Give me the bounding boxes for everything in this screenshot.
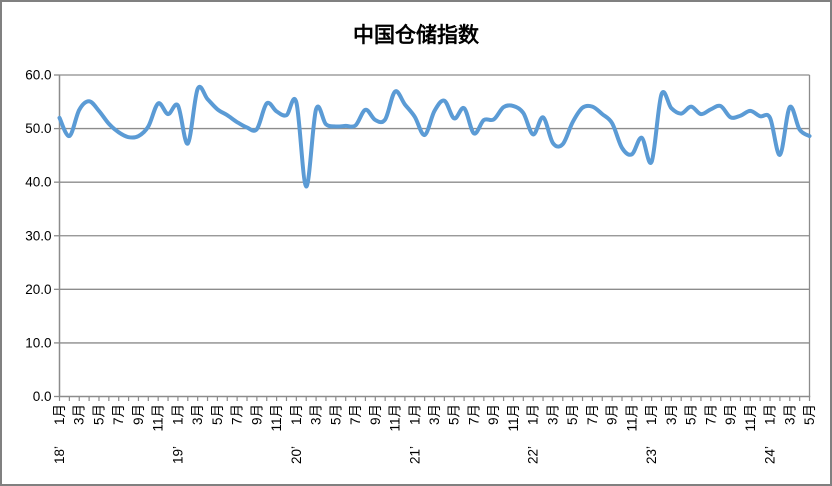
x-month-label: 11月 (388, 404, 403, 432)
x-month-label: 1月 (763, 404, 778, 425)
x-month-label: 9月 (486, 404, 501, 425)
x-month-label: 7月 (466, 404, 481, 425)
y-tick-label: 50.0 (25, 121, 51, 136)
y-tick-label: 40.0 (25, 175, 51, 190)
plot-area: 60.050.040.030.020.010.00.01月 3月 5月 7月 9月 11月… (25, 68, 817, 465)
x-year-label: 21’ (407, 446, 422, 464)
x-month-label: 3月 (545, 404, 560, 425)
x-month-label: 5月 (565, 404, 580, 425)
x-month-label: 7月 (111, 404, 126, 425)
y-tick-label: 0.0 (33, 389, 52, 404)
x-month-label: 7月 (230, 404, 245, 425)
x-month-label: 1月 (644, 404, 659, 425)
x-month-label: 11月 (624, 404, 639, 432)
x-month-label: 11月 (506, 404, 521, 432)
x-month-label: 1月 (407, 404, 422, 425)
x-month-label: 3月 (427, 404, 442, 425)
x-year-label: 18’ (52, 446, 67, 464)
x-month-label: 3月 (190, 404, 205, 425)
x-month-label: 11月 (151, 404, 166, 432)
x-month-label: 7月 (585, 404, 600, 425)
y-tick-label: 10.0 (25, 335, 51, 350)
x-month-label: 9月 (249, 404, 264, 425)
x-month-label: 9月 (131, 404, 146, 425)
x-year-label: 22’ (526, 446, 541, 464)
x-month-label: 11月 (743, 404, 758, 432)
x-month-label: 3月 (782, 404, 797, 425)
x-month-label: 7月 (348, 404, 363, 425)
chart-title: 中国仓储指数 (353, 23, 480, 47)
x-year-label: 19’ (170, 446, 185, 464)
x-year-label: 20’ (289, 446, 304, 464)
x-month-label: 9月 (368, 404, 383, 425)
series-line (57, 84, 812, 189)
x-month-label: 1月 (52, 404, 67, 425)
x-month-label: 5月 (447, 404, 462, 425)
x-month-label: 5月 (684, 404, 699, 425)
x-month-label: 1月 (289, 404, 304, 425)
x-month-label: 9月 (605, 404, 620, 425)
x-month-label: 3月 (664, 404, 679, 425)
x-month-label: 1月 (526, 404, 541, 425)
x-month-label: 3月 (72, 404, 87, 425)
y-tick-label: 30.0 (25, 228, 51, 243)
x-year-label: 24’ (763, 446, 778, 464)
x-month-label: 5月 (91, 404, 106, 425)
y-tick-label: 60.0 (25, 68, 51, 83)
x-month-label: 5月 (328, 404, 343, 425)
x-month-label: 9月 (723, 404, 738, 425)
x-month-label: 7月 (703, 404, 718, 425)
x-month-label: 11月 (269, 404, 284, 432)
x-month-label: 1月 (170, 404, 185, 425)
x-month-label: 5月 (210, 404, 225, 425)
y-tick-label: 20.0 (25, 282, 51, 297)
x-year-label: 23’ (644, 446, 659, 464)
x-month-label: 3月 (309, 404, 324, 425)
x-month-label: 5月 (802, 404, 817, 425)
